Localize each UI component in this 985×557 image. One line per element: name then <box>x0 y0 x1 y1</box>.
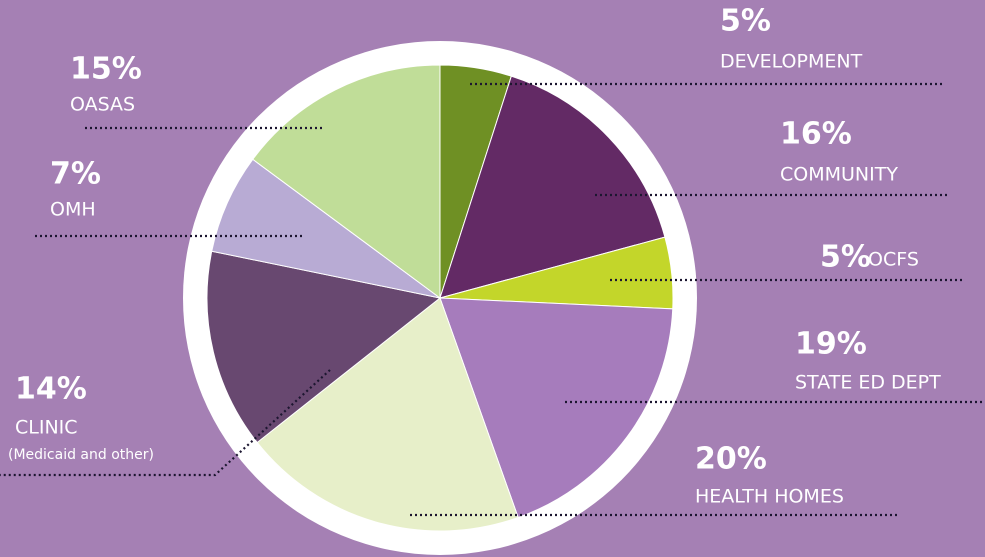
leader-line <box>0 369 331 477</box>
category-label: STATE ED DEPT <box>795 372 941 394</box>
percent-label: 16% <box>780 117 852 152</box>
category-label: DEVELOPMENT <box>720 51 863 73</box>
category-label: CLINIC <box>15 417 78 439</box>
percent-label: 20% <box>695 442 767 477</box>
pie-slice <box>256 297 519 532</box>
pie-slice <box>252 64 441 299</box>
percent-label: 15% <box>70 52 142 87</box>
category-label: OASAS <box>70 94 135 116</box>
percent-label: 7% <box>50 157 101 192</box>
slices <box>206 64 674 532</box>
percent-label: 5% <box>720 4 771 39</box>
category-label: OCFS <box>868 249 919 271</box>
annotation: (Medicaid and other) <box>8 447 154 463</box>
category-label: HEALTH HOMES <box>695 486 844 508</box>
percent-label: 14% <box>15 372 87 407</box>
labels: 5%DEVELOPMENT16%COMMUNITY5%OCFS19%STATE … <box>0 4 985 517</box>
category-label: COMMUNITY <box>780 164 898 186</box>
percent-label: 5% <box>820 240 871 275</box>
pie-slice <box>206 250 442 444</box>
percent-label: 19% <box>795 327 867 362</box>
category-label: OMH <box>50 199 96 221</box>
pie-slice <box>439 75 666 299</box>
pie-slice <box>439 297 674 519</box>
